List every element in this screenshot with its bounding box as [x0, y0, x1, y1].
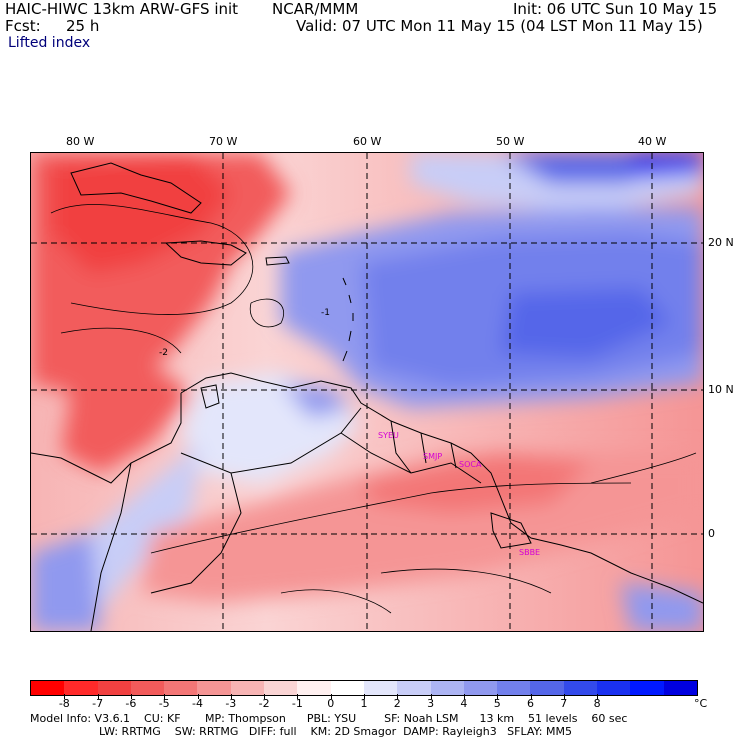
lat-label-equator: 0 — [708, 527, 715, 540]
colorbar-cell — [430, 681, 464, 695]
colorbar-cell — [297, 681, 331, 695]
field-name: Lifted index — [8, 35, 91, 51]
colorbar-cell — [597, 681, 631, 695]
model-info-line2: LW: RRTMG SW: RRTMG DIFF: full KM: 2D Sm… — [99, 725, 572, 738]
colorbar-tick — [463, 694, 465, 699]
colorbar-tick-label: -4 — [192, 697, 203, 710]
lon-label-40w: 40 W — [638, 135, 667, 148]
colorbar-cell — [463, 681, 498, 695]
colorbar-cell — [363, 681, 398, 695]
init-time: Init: 06 UTC Sun 10 May 15 — [513, 0, 718, 18]
colorbar-tick — [97, 694, 99, 699]
colorbar-tick — [597, 694, 599, 699]
colorbar-tick-label: 4 — [460, 697, 468, 710]
colorbar-tick-label: -2 — [258, 697, 270, 710]
colorbar-tick — [430, 694, 432, 699]
colorbar-tick-label: 8 — [593, 697, 601, 710]
colorbar-tick-label: -8 — [58, 697, 70, 710]
model-info-line1: Model Info: V3.6.1 CU: KF MP: Thompson P… — [30, 712, 628, 725]
colorbar-cell — [530, 681, 564, 695]
coastlines — [31, 162, 703, 631]
colorbar-tick-label: -6 — [125, 697, 137, 710]
lat-label-10n: 10 N — [708, 383, 734, 396]
org-label: NCAR/MMM — [272, 0, 359, 18]
forecast-value: 25 h — [66, 17, 100, 35]
colorbar-cell — [563, 681, 598, 695]
lon-label-80w: 80 W — [66, 135, 95, 148]
colorbar-cell — [497, 681, 531, 695]
colorbar-cell — [64, 681, 98, 695]
valid-time: Valid: 07 UTC Mon 11 May 15 (04 LST Mon … — [296, 17, 703, 35]
colorbar-cell — [264, 681, 298, 695]
colorbar-tick-label: -5 — [158, 697, 170, 710]
colorbar-tick — [164, 694, 166, 699]
colorbar-tick — [530, 694, 532, 699]
lon-label-60w: 60 W — [353, 135, 382, 148]
colorbar-tick — [230, 694, 232, 699]
colorbar-cell — [663, 681, 697, 695]
station-syeu: SYEU — [378, 431, 399, 440]
contour-label-minus1: -1 — [321, 308, 330, 318]
colorbar-cell — [97, 681, 131, 695]
colorbar-tick-label: 0 — [327, 697, 335, 710]
colorbar-tick — [397, 694, 399, 699]
model-title: HAIC-HIWC 13km ARW-GFS init — [5, 0, 239, 18]
colorbar-tick — [197, 694, 199, 699]
colorbar-tick-label: 7 — [560, 697, 568, 710]
colorbar-tick-label: 5 — [493, 697, 501, 710]
colorbar-tick — [330, 694, 332, 699]
contour-label-minus2: -2 — [159, 348, 168, 358]
station-sbbe: SBBE — [519, 548, 541, 557]
colorbar-tick-label: -7 — [92, 697, 104, 710]
lat-label-20n: 20 N — [708, 236, 734, 249]
forecast-label: Fcst: — [5, 17, 41, 35]
colorbar-tick-label: 1 — [360, 697, 368, 710]
colorbar-tick — [130, 694, 132, 699]
colorbar — [30, 680, 698, 696]
contours — [50, 204, 697, 614]
colorbar-tick-label: -3 — [225, 697, 237, 710]
colorbar-tick-label: 3 — [427, 697, 435, 710]
station-smjp: SMJP — [423, 452, 443, 461]
colorbar-unit: °C — [694, 697, 708, 710]
colorbar-tick — [563, 694, 565, 699]
colorbar-tick — [364, 694, 365, 699]
colorbar-tick — [497, 694, 499, 699]
colorbar-cell — [164, 681, 198, 695]
lon-label-50w: 50 W — [496, 135, 525, 148]
colorbar-tick-label: -1 — [291, 697, 303, 710]
colorbar-cell — [130, 681, 165, 695]
map-canvas: -2 -1 — [31, 153, 703, 631]
colorbar-cell — [397, 681, 431, 695]
colorbar-cell — [31, 681, 65, 695]
graticule — [31, 153, 703, 631]
colorbar-tick-label: 6 — [527, 697, 534, 710]
colorbar-cell — [630, 681, 664, 695]
colorbar-cell — [197, 681, 231, 695]
colorbar-tick-label: 2 — [393, 697, 401, 710]
colorbar-tick — [297, 694, 299, 699]
lifted-index-map: -2 -1 — [30, 152, 704, 632]
colorbar-cell — [330, 681, 364, 695]
colorbar-tick — [64, 694, 66, 699]
colorbar-tick — [264, 694, 266, 699]
lon-label-70w: 70 W — [209, 135, 238, 148]
colorbar-cell — [230, 681, 265, 695]
station-soca: SOCA — [459, 460, 482, 469]
